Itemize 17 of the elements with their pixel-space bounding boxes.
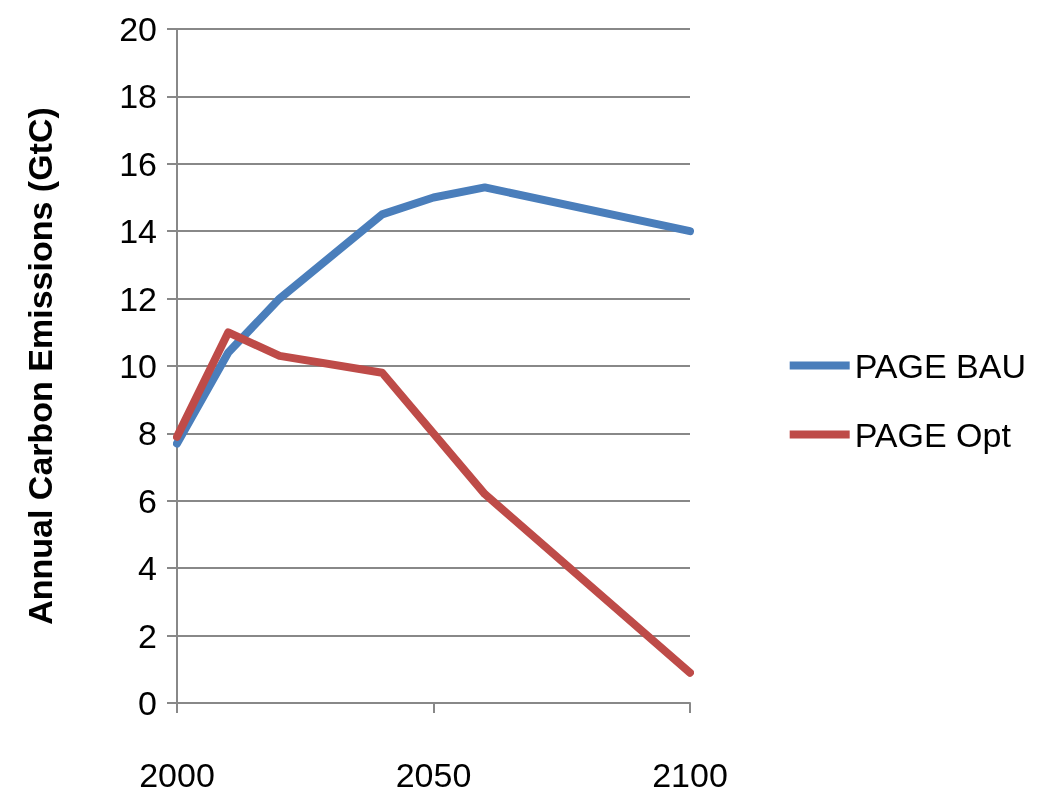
- y-tick-label: 16: [119, 144, 157, 183]
- y-tick-label: 14: [119, 212, 157, 251]
- y-tick-label: 2: [138, 616, 157, 655]
- y-axis-title: Annual Carbon Emissions (GtC): [21, 107, 59, 625]
- y-tick-label: 18: [119, 77, 157, 116]
- y-tick-label: 12: [119, 279, 157, 318]
- x-tick-label: 2050: [395, 756, 472, 794]
- y-tick-label: 0: [138, 684, 157, 722]
- x-tick-label: 2000: [139, 756, 215, 794]
- y-tick-label: 6: [138, 481, 157, 520]
- y-tick-label: 4: [138, 549, 157, 588]
- legend-label: PAGE Opt: [854, 415, 1012, 454]
- x-tick-label: 2100: [652, 756, 728, 794]
- y-tick-label: 20: [119, 10, 157, 48]
- y-tick-label: 10: [119, 347, 157, 385]
- legend-label: PAGE BAU: [854, 346, 1026, 385]
- y-tick-label: 8: [138, 414, 157, 453]
